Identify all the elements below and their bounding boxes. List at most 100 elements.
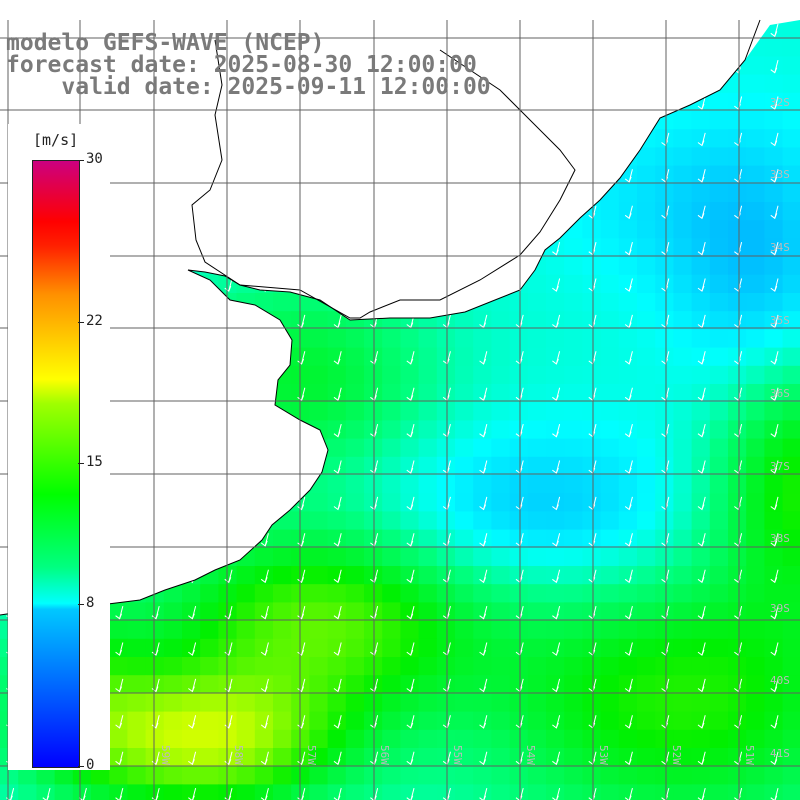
wind-speed-cell [764,347,784,367]
wind-speed-cell [673,365,693,385]
wind-speed-cell [746,384,765,403]
wind-speed-cell [400,456,420,476]
wind-speed-cell [673,475,693,494]
wind-speed-cell [509,602,529,622]
wind-speed-cell [509,766,529,785]
wind-speed-cell [436,748,456,767]
wind-speed-cell [691,274,711,294]
wind-speed-cell [273,784,292,800]
wind-speed-cell [182,748,201,767]
wind-speed-cell [473,602,492,622]
wind-speed-cell [728,602,747,622]
wind-speed-cell [637,729,656,749]
wind-arrow [697,605,706,620]
wind-speed-cell [455,711,474,731]
wind-arrow [370,787,379,800]
wind-speed-cell [109,766,128,785]
wind-speed-cell [564,602,583,622]
wind-speed-cell [382,675,401,694]
wind-speed-cell [527,711,547,731]
wind-speed-cell [637,566,656,585]
wind-speed-cell [345,602,365,622]
wind-speed-cell [746,293,765,312]
wind-speed-cell [473,329,492,349]
wind-speed-cell [746,584,765,603]
wind-speed-cell [200,729,219,749]
wind-speed-cell [345,693,365,713]
wind-speed-cell [254,657,274,676]
wind-speed-cell [127,693,147,713]
wind-speed-cell [673,584,693,603]
wind-speed-cell [400,420,420,440]
wind-speed-cell [400,693,420,713]
wind-speed-cell [127,657,147,676]
wind-speed-cell [782,311,800,330]
wind-speed-cell [728,438,747,458]
wind-speed-cell [709,766,729,785]
wind-speed-cell [509,347,529,367]
wind-speed-cell [145,602,165,622]
wind-arrow [624,460,633,474]
wind-speed-cell [436,784,456,800]
wind-arrow [770,751,779,766]
wind-speed-cell [637,329,656,349]
wind-speed-cell [673,602,693,622]
wind-speed-cell [509,784,529,800]
wind-speed-cell [436,729,456,749]
wind-arrow [224,605,233,620]
wind-speed-cell [691,384,711,403]
wind-speed-cell [764,92,784,112]
wind-speed-cell [691,183,711,203]
wind-speed-cell [764,729,784,749]
wind-speed-cell [527,566,547,585]
wind-speed-cell [600,602,620,622]
wind-speed-cell [309,384,329,403]
wind-speed-cell [637,584,656,603]
wind-arrow [770,605,779,620]
wind-speed-cell [546,729,565,749]
wind-speed-cell [436,384,456,403]
wind-speed-cell [527,784,547,800]
wind-speed-cell [309,493,329,512]
wind-speed-cell [291,675,310,694]
latitude-label: 41S [770,747,790,760]
wind-speed-cell [473,347,492,367]
wind-speed-cell [163,711,183,731]
wind-arrow [151,678,160,693]
wind-speed-cell [655,566,674,585]
latitude-label: 37S [770,460,790,473]
wind-arrow [297,533,306,547]
wind-arrow [151,751,160,766]
wind-speed-cell [327,529,347,549]
wind-speed-cell [637,347,656,367]
wind-speed-cell [655,420,674,440]
wind-speed-cell [236,711,256,731]
wind-speed-cell [273,638,292,658]
wind-speed-cell [182,675,201,694]
wind-arrow [188,787,197,800]
wind-speed-cell [709,238,729,258]
wind-arrow [115,787,124,800]
wind-speed-cell [0,784,19,800]
colorbar-tick-label: 15 [86,454,103,470]
wind-speed-cell [655,329,674,349]
wind-speed-cell [782,729,800,749]
wind-speed-cell [782,329,800,349]
wind-speed-cell [546,329,565,349]
wind-speed-cell [327,675,347,694]
wind-speed-cell [236,784,256,800]
wind-speed-cell [600,220,620,239]
wind-speed-cell [691,602,711,622]
wind-speed-cell [746,256,765,276]
colorbar-tickmark [78,463,84,464]
wind-arrow [406,678,415,693]
wind-speed-cell [691,347,711,367]
wind-speed-cell [691,729,711,749]
wind-speed-cell [254,675,274,694]
wind-speed-cell [218,657,238,676]
wind-speed-cell [564,784,583,800]
wind-speed-cell [673,256,693,276]
wind-speed-cell [582,620,602,640]
wind-speed-cell [673,165,693,185]
wind-speed-cell [491,547,511,567]
